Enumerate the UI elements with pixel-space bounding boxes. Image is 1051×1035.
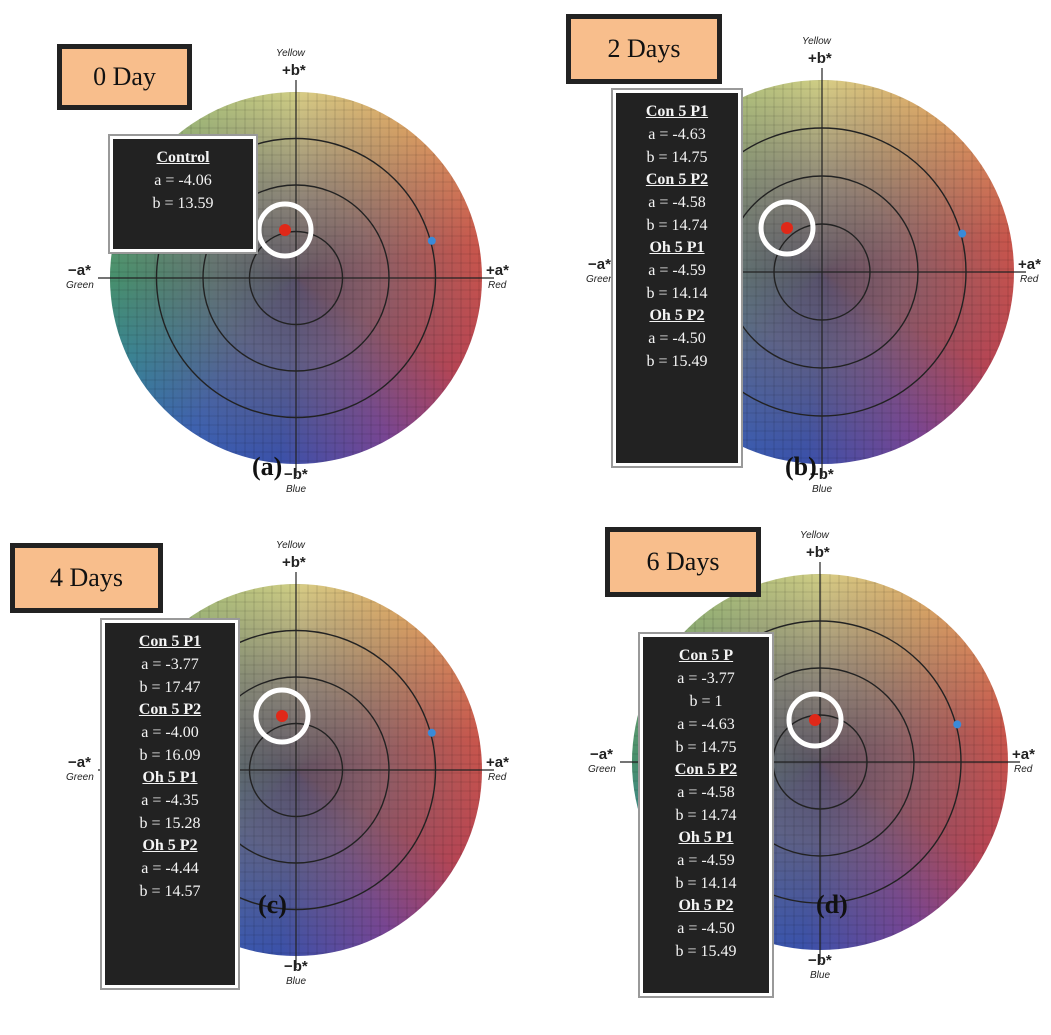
callout-box: Con 5 P1 a = -4.63 b = 14.75 Con 5 P2 a = -4… (613, 90, 741, 466)
sample-name: Con 5 P2 (138, 701, 202, 718)
sample-name: Con 5 P2 (674, 761, 738, 778)
sample-name: Oh 5 P1 (142, 769, 198, 786)
axis-label: −a* (68, 754, 91, 771)
axis-label: +a* (1012, 746, 1035, 763)
sample-name: Con 5 P (678, 647, 734, 664)
highlight-ring (253, 687, 311, 745)
axis-label: −b* (284, 958, 308, 975)
sample-name: Oh 5 P2 (678, 897, 734, 914)
panel-label: (d) (816, 890, 848, 919)
lab-value: b = 14.14 (675, 875, 737, 892)
lab-value: a = -4.35 (141, 792, 199, 809)
lab-value: a = -4.44 (141, 860, 199, 877)
axis-label: +a* (1018, 256, 1041, 273)
reference-dot (953, 720, 962, 729)
reference-dot (958, 229, 967, 238)
sample-name: Oh 5 P1 (678, 829, 734, 846)
lab-value: b = 15.28 (139, 815, 201, 832)
lab-value: b = 17.47 (139, 679, 201, 696)
lab-value: b = 14.75 (646, 149, 708, 166)
lab-value: a = -4.58 (648, 194, 706, 211)
axis-label: +b* (808, 50, 832, 67)
lab-value: a = -4.63 (648, 126, 706, 143)
panel-label: (b) (785, 452, 817, 481)
axis-label: +b* (806, 544, 830, 561)
axis-name: Red (1020, 274, 1039, 285)
axis-name: Blue (810, 970, 831, 981)
sample-dot (279, 224, 291, 236)
axis-name: Yellow (276, 540, 305, 551)
lab-value: a = -4.06 (154, 172, 212, 189)
axis-name: Yellow (276, 48, 305, 59)
lab-value: b = 14.57 (139, 883, 201, 900)
sample-name: Oh 5 P2 (142, 837, 198, 854)
panel-title: 6 Days (605, 527, 761, 597)
highlight-ring (786, 691, 844, 749)
callout-box: Con 5 P a = -3.77 b = 1 a = -4.63 b = 14.75 C… (640, 634, 772, 996)
axis-label: +a* (486, 262, 509, 279)
lab-value: b = 16.09 (139, 747, 201, 764)
axis-label: +a* (486, 754, 509, 771)
lab-value: a = -4.59 (677, 852, 735, 869)
sample-name: Oh 5 P1 (649, 239, 705, 256)
axis-name: Yellow (802, 36, 831, 47)
sample-name: Con 5 P1 (645, 103, 709, 120)
axis-name: Red (1014, 764, 1033, 775)
axis-name: Blue (812, 484, 833, 495)
axis-name: Yellow (800, 530, 829, 541)
axis-label: −b* (808, 952, 832, 969)
axis-label: −a* (588, 256, 611, 273)
lab-value: b = 13.59 (152, 195, 214, 212)
sample-name: Oh 5 P2 (649, 307, 705, 324)
panel-title: 4 Days (10, 543, 163, 613)
panel-label: (a) (252, 452, 283, 481)
lab-value: b = 14.75 (675, 739, 737, 756)
axis-label: +b* (282, 554, 306, 571)
sample-dot (276, 710, 288, 722)
lab-value: b = 1 (689, 693, 723, 710)
lab-value: b = 15.49 (646, 353, 708, 370)
highlight-ring (256, 201, 314, 259)
highlight-ring (758, 199, 816, 257)
axis-name: Green (586, 274, 614, 285)
axis-name: Blue (286, 976, 307, 987)
panel-title: 0 Day (57, 44, 192, 110)
sample-dot (781, 222, 793, 234)
sample-dot (809, 714, 821, 726)
lab-value: a = -4.50 (648, 330, 706, 347)
axis-name: Blue (286, 484, 307, 495)
wheel-grid (98, 80, 494, 476)
lab-value: b = 14.74 (675, 807, 737, 824)
axis-name: Red (488, 772, 507, 783)
axis-name: Green (66, 280, 94, 291)
callout-box: Control a = -4.06 b = 13.59 (110, 136, 256, 252)
sample-name: Con 5 P1 (138, 633, 202, 650)
lab-value: a = -4.63 (677, 716, 735, 733)
axis-label: −a* (68, 262, 91, 279)
panel-label: (c) (258, 890, 287, 919)
panel-title: 2 Days (566, 14, 722, 84)
sample-name: Con 5 P2 (645, 171, 709, 188)
lab-value: b = 14.74 (646, 217, 708, 234)
axis-name: Green (588, 764, 616, 775)
lab-value: b = 14.14 (646, 285, 708, 302)
axis-label: −b* (810, 466, 834, 483)
sample-name: Control (156, 149, 210, 166)
lab-value: a = -4.00 (141, 724, 199, 741)
lab-value: a = -4.58 (677, 784, 735, 801)
lab-value: a = -4.59 (648, 262, 706, 279)
lab-value: a = -3.77 (677, 670, 735, 687)
lab-value: b = 15.49 (675, 943, 737, 960)
axis-label: −a* (590, 746, 613, 763)
callout-box: Con 5 P1 a = -3.77 b = 17.47 Con 5 P2 a = -4… (102, 620, 238, 988)
axis-label: +b* (282, 62, 306, 79)
axis-name: Green (66, 772, 94, 783)
reference-dot (427, 728, 436, 737)
reference-dot (427, 236, 436, 245)
lab-value: a = -4.50 (677, 920, 735, 937)
axis-name: Red (488, 280, 507, 291)
lab-value: a = -3.77 (141, 656, 199, 673)
axis-label: −b* (284, 466, 308, 483)
